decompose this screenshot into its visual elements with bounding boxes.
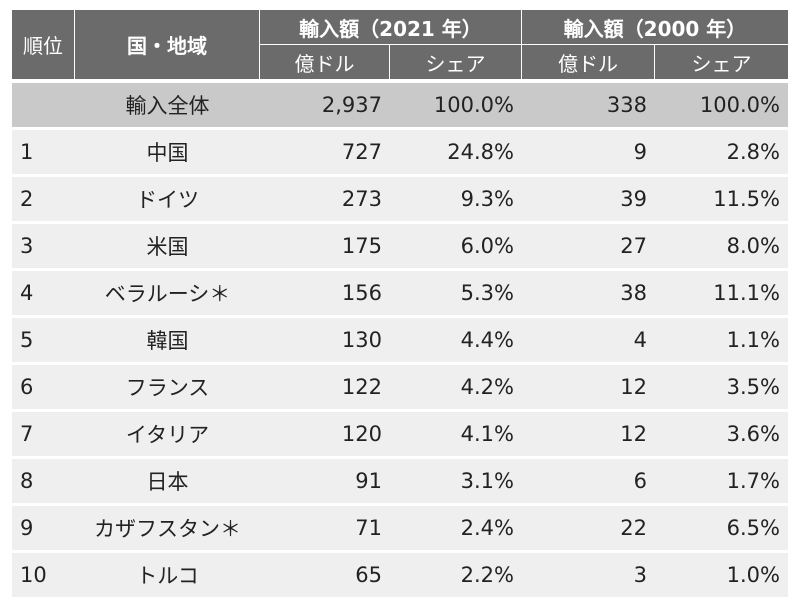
import-ranking-table: 順位 国・地域 輸入額（2021 年） 輸入額（2000 年） 億ドル シェア … — [12, 10, 788, 600]
share-2021-cell: 6.0% — [390, 224, 522, 271]
header-unit-2021: 億ドル — [260, 45, 390, 80]
share-2021-cell: 2.2% — [390, 553, 522, 600]
header-share-2000: シェア — [655, 45, 788, 80]
share-2021-cell: 2.4% — [390, 506, 522, 553]
share-2000-cell: 11.1% — [655, 271, 788, 318]
value-2021-cell: 65 — [260, 553, 390, 600]
share-2000-cell: 8.0% — [655, 224, 788, 271]
value-2021-cell: 727 — [260, 130, 390, 177]
header-unit-2000: 億ドル — [522, 45, 655, 80]
share-2021-cell: 4.2% — [390, 365, 522, 412]
header-country: 国・地域 — [75, 10, 260, 80]
value-2021-cell: 175 — [260, 224, 390, 271]
country-cell: トルコ — [75, 553, 260, 600]
value-2021-cell: 120 — [260, 412, 390, 459]
country-cell: イタリア — [75, 412, 260, 459]
table-row: 4 ベラルーシ＊ 156 5.3% 38 11.1% — [12, 271, 788, 318]
total-share-2000: 100.0% — [655, 80, 788, 130]
value-2021-cell: 71 — [260, 506, 390, 553]
table-row: 1 中国 727 24.8% 9 2.8% — [12, 130, 788, 177]
share-2021-cell: 4.4% — [390, 318, 522, 365]
share-2021-cell: 5.3% — [390, 271, 522, 318]
share-2000-cell: 3.6% — [655, 412, 788, 459]
share-2021-cell: 4.1% — [390, 412, 522, 459]
total-label: 輸入全体 — [75, 80, 260, 130]
rank-cell: 1 — [12, 130, 75, 177]
table-row: 9 カザフスタン＊ 71 2.4% 22 6.5% — [12, 506, 788, 553]
table-row: 7 イタリア 120 4.1% 12 3.6% — [12, 412, 788, 459]
table-row: 10 トルコ 65 2.2% 3 1.0% — [12, 553, 788, 600]
value-2021-cell: 273 — [260, 177, 390, 224]
total-row: 輸入全体 2,937 100.0% 338 100.0% — [12, 80, 788, 130]
share-2000-cell: 2.8% — [655, 130, 788, 177]
header-2000: 輸入額（2000 年） — [522, 10, 788, 45]
table-row: 6 フランス 122 4.2% 12 3.5% — [12, 365, 788, 412]
value-2000-cell: 3 — [522, 553, 655, 600]
rank-cell: 2 — [12, 177, 75, 224]
value-2021-cell: 130 — [260, 318, 390, 365]
header-2021: 輸入額（2021 年） — [260, 10, 522, 45]
rank-cell: 4 — [12, 271, 75, 318]
share-2021-cell: 3.1% — [390, 459, 522, 506]
country-cell: 日本 — [75, 459, 260, 506]
rank-cell: 3 — [12, 224, 75, 271]
country-cell: フランス — [75, 365, 260, 412]
country-cell: ベラルーシ＊ — [75, 271, 260, 318]
share-2000-cell: 11.5% — [655, 177, 788, 224]
share-2021-cell: 24.8% — [390, 130, 522, 177]
share-2000-cell: 1.1% — [655, 318, 788, 365]
country-cell: 韓国 — [75, 318, 260, 365]
value-2000-cell: 12 — [522, 412, 655, 459]
value-2021-cell: 122 — [260, 365, 390, 412]
rank-cell: 5 — [12, 318, 75, 365]
header-rank: 順位 — [12, 10, 75, 80]
share-2000-cell: 6.5% — [655, 506, 788, 553]
value-2000-cell: 4 — [522, 318, 655, 365]
table-row: 3 米国 175 6.0% 27 8.0% — [12, 224, 788, 271]
value-2021-cell: 91 — [260, 459, 390, 506]
rank-cell: 6 — [12, 365, 75, 412]
share-2021-cell: 9.3% — [390, 177, 522, 224]
value-2000-cell: 9 — [522, 130, 655, 177]
table-row: 2 ドイツ 273 9.3% 39 11.5% — [12, 177, 788, 224]
value-2000-cell: 27 — [522, 224, 655, 271]
rank-cell: 7 — [12, 412, 75, 459]
header-share-2021: シェア — [390, 45, 522, 80]
share-2000-cell: 1.0% — [655, 553, 788, 600]
country-cell: 米国 — [75, 224, 260, 271]
rank-cell: 8 — [12, 459, 75, 506]
table-row: 8 日本 91 3.1% 6 1.7% — [12, 459, 788, 506]
total-share-2021: 100.0% — [390, 80, 522, 130]
value-2000-cell: 22 — [522, 506, 655, 553]
value-2000-cell: 12 — [522, 365, 655, 412]
value-2000-cell: 39 — [522, 177, 655, 224]
value-2000-cell: 6 — [522, 459, 655, 506]
country-cell: カザフスタン＊ — [75, 506, 260, 553]
country-cell: ドイツ — [75, 177, 260, 224]
value-2021-cell: 156 — [260, 271, 390, 318]
total-value-2021: 2,937 — [260, 80, 390, 130]
total-value-2000: 338 — [522, 80, 655, 130]
table-row: 5 韓国 130 4.4% 4 1.1% — [12, 318, 788, 365]
value-2000-cell: 38 — [522, 271, 655, 318]
share-2000-cell: 1.7% — [655, 459, 788, 506]
rank-cell: 9 — [12, 506, 75, 553]
country-cell: 中国 — [75, 130, 260, 177]
share-2000-cell: 3.5% — [655, 365, 788, 412]
rank-cell: 10 — [12, 553, 75, 600]
